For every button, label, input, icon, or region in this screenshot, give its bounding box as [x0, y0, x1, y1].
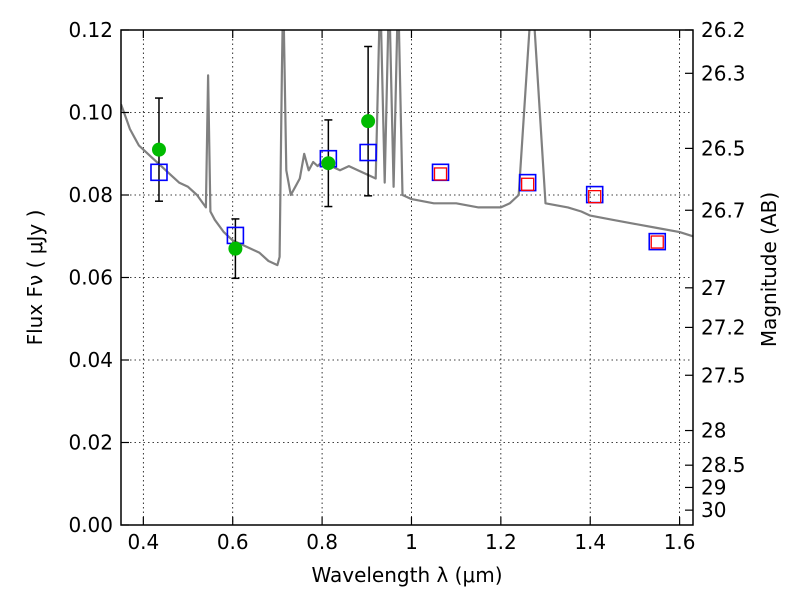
observed-point: [361, 114, 376, 129]
y-tick-label: 0.02: [68, 431, 113, 455]
y-tick-label: 0.04: [68, 348, 113, 372]
right-tick-label: 27.5: [701, 363, 746, 387]
right-tick-label: 26.3: [701, 61, 746, 85]
model-square-marker: [648, 232, 667, 251]
y-axis-ticks: 0.00 0.02 0.04 0.06 0.08 0.10 0.12: [68, 18, 129, 537]
x-axis-ticks: 0.4 0.6 0.8 1 1.2 1.4 1.6: [127, 30, 696, 554]
model-inner-square-marker: [521, 177, 535, 191]
right-tick-label: 26.5: [701, 136, 746, 160]
photometry-markers: [150, 114, 667, 256]
model-square-marker: [359, 143, 377, 162]
model-square-marker: [150, 163, 168, 182]
x-tick-label: 1: [405, 530, 418, 554]
right-tick-label: 30: [701, 498, 726, 522]
y-axis-label: Flux Fν ( μJy ): [23, 210, 47, 346]
right-tick-label: 27: [701, 276, 726, 300]
x-tick-label: 0.8: [306, 530, 338, 554]
grid-lines: [121, 29, 693, 526]
spectrum-line: [121, 30, 693, 267]
observed-point: [151, 142, 166, 157]
y-tick-label: 0.00: [68, 513, 113, 537]
x-tick-label: 1.4: [574, 530, 606, 554]
x-tick-label: 0.6: [217, 530, 249, 554]
right-tick-label: 29: [701, 475, 726, 499]
observed-point: [228, 241, 243, 256]
y-tick-label: 0.08: [68, 183, 113, 207]
model-inner-square-marker: [433, 167, 448, 181]
y-tick-label: 0.06: [68, 266, 113, 290]
model-spectrum: [121, 30, 693, 267]
right-tick-label: 26.2: [701, 18, 746, 42]
x-tick-label: 0.4: [127, 530, 159, 554]
right-tick-label: 28.5: [701, 453, 746, 477]
right-axis-label: Magnitude (AB): [757, 192, 781, 347]
right-tick-label: 26.7: [701, 198, 746, 222]
right-tick-label: 27.2: [701, 315, 746, 339]
model-inner-square-marker: [650, 235, 664, 249]
y-tick-label: 0.10: [68, 101, 113, 125]
x-tick-label: 1.6: [664, 530, 696, 554]
error-bars: [154, 45, 373, 280]
x-axis-label: Wavelength λ (μm): [311, 563, 502, 587]
right-tick-label: 28: [701, 419, 726, 443]
x-tick-label: 1.2: [485, 530, 517, 554]
y-tick-label: 0.12: [68, 18, 113, 42]
observed-point: [321, 156, 336, 171]
model-inner-square-marker: [588, 189, 602, 204]
